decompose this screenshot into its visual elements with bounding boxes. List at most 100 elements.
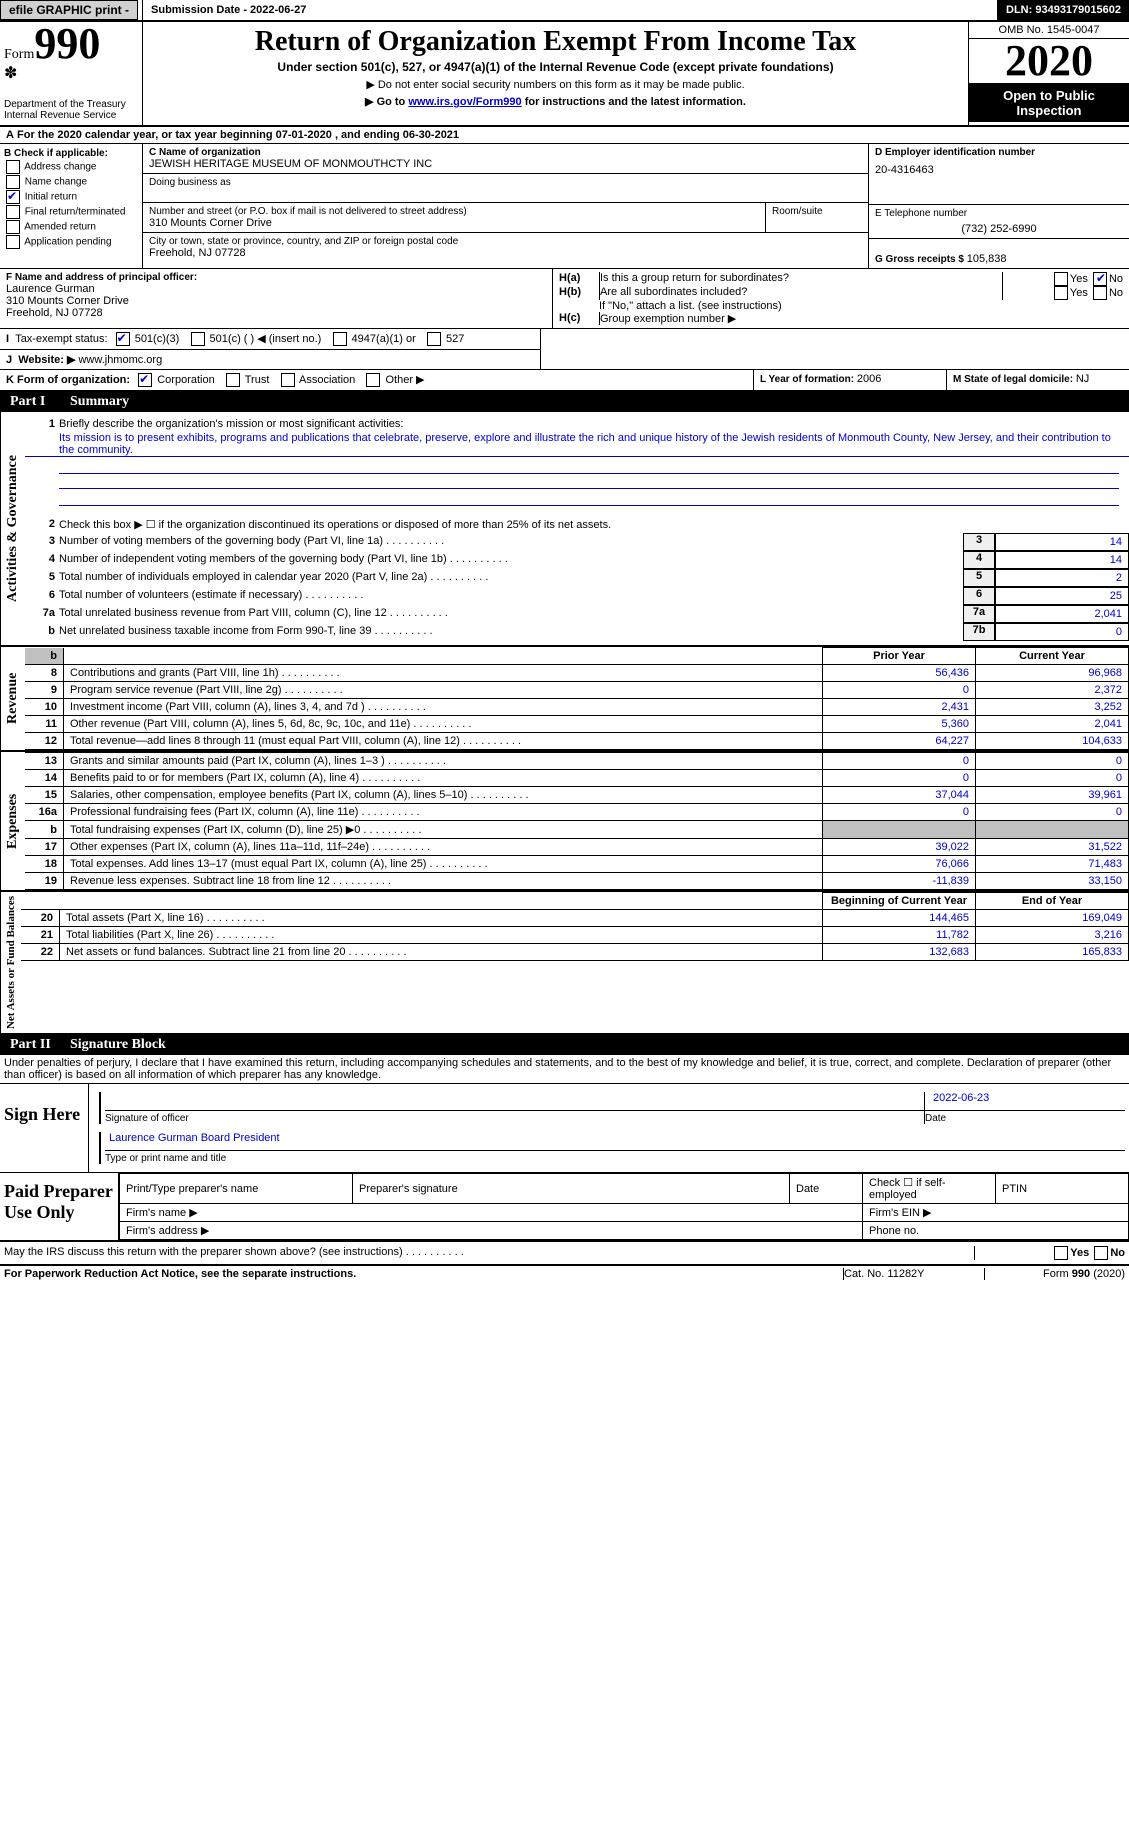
fin-desc: Total liabilities (Part X, line 26) [60,927,823,944]
current-year-val: 169,049 [976,910,1129,927]
prior-year-val: 5,360 [823,716,976,733]
gross-receipts: 105,838 [967,253,1007,265]
fin-desc: Net assets or fund balances. Subtract li… [60,944,823,961]
self-employed-label: Check ☐ if self-employed [863,1174,996,1204]
L-label: L Year of formation: [760,374,857,385]
firm-ein-label: Firm's EIN ▶ [863,1204,1129,1222]
street-address: 310 Mounts Corner Drive [149,217,759,229]
department: Department of the Treasury Internal Reve… [4,99,138,121]
Ha-no-checkbox[interactable] [1093,272,1107,286]
officer-name-title: Laurence Gurman Board President [105,1132,1125,1151]
current-year-val: 96,968 [976,665,1129,682]
gov-row-desc: Total number of volunteers (estimate if … [59,587,963,605]
gov-row-desc: Number of independent voting members of … [59,551,963,569]
date-label: Date [925,1113,1125,1124]
H-note: If "No," attach a list. (see instruction… [559,300,1123,312]
form-number: 990 [34,19,100,68]
prep-date-label: Date [790,1174,863,1204]
expenses-label: Expenses [0,752,25,890]
irs-link[interactable]: www.irs.gov/Form990 [408,96,521,108]
dba-label: Doing business as [149,177,862,188]
K-checkbox[interactable] [366,373,380,387]
gov-row-box: 5 [963,569,995,587]
org-name: JEWISH HERITAGE MUSEUM OF MONMOUTHCTY IN… [149,158,862,170]
B-option[interactable]: Initial return [4,190,138,204]
C-name-label: C Name of organization [149,147,862,158]
gov-row-desc: Number of voting members of the governin… [59,533,963,551]
telephone: (732) 252-6990 [875,223,1123,235]
prior-year-val: 37,044 [823,787,976,804]
K-checkbox[interactable] [281,373,295,387]
current-year-hdr: Current Year [976,648,1129,665]
expenses-section: Expenses 13Grants and similar amounts pa… [0,752,1129,892]
block-KLM: K Form of organization: Corporation Trus… [0,370,1129,392]
ptin-label: PTIN [996,1174,1129,1204]
M-label: M State of legal domicile: [953,374,1076,385]
gov-row-box: 7a [963,605,995,623]
begin-year-hdr: Beginning of Current Year [823,893,976,910]
I-checkbox[interactable] [191,332,205,346]
governance-section: Activities & Governance 1Briefly describ… [0,412,1129,647]
current-year-val: 2,372 [976,682,1129,699]
year-formation: 2006 [857,373,881,385]
discuss-no-checkbox[interactable] [1094,1246,1108,1260]
prior-year-val: 39,022 [823,839,976,856]
Hc-text: Group exemption number ▶ [600,312,1123,325]
B-option[interactable]: Address change [4,160,138,174]
Hb-text: Are all subordinates included? [600,286,1003,300]
efile-print-button[interactable]: efile GRAPHIC print - [0,0,138,20]
fin-desc: Other revenue (Part VIII, column (A), li… [64,716,823,733]
dln: DLN: 93493179015602 [998,0,1129,20]
netassets-section: Net Assets or Fund Balances Beginning of… [0,892,1129,1035]
fin-desc: Contributions and grants (Part VIII, lin… [64,665,823,682]
fin-desc: Benefits paid to or for members (Part IX… [64,770,823,787]
B-option[interactable]: Final return/terminated [4,205,138,219]
form-footer: Form 990 (2020) [985,1268,1125,1280]
footer: For Paperwork Reduction Act Notice, see … [0,1266,1129,1282]
end-year-hdr: End of Year [976,893,1129,910]
block-B: B Check if applicable: Address change Na… [0,144,143,268]
block-BCDEFG: B Check if applicable: Address change Na… [0,144,1129,269]
K-label: K Form of organization: [6,374,130,386]
K-checkbox[interactable] [138,373,152,387]
mission-text: Its mission is to present exhibits, prog… [25,432,1129,457]
Ha-yes-checkbox[interactable] [1054,272,1068,286]
prior-year-val: 0 [823,682,976,699]
gov-row-val: 25 [995,587,1129,605]
form-title: Return of Organization Exempt From Incom… [147,26,964,58]
B-option[interactable]: Name change [4,175,138,189]
sig-officer-label: Signature of officer [105,1113,924,1124]
block-IJ: I Tax-exempt status: 501(c)(3) 501(c) ( … [0,329,1129,370]
I-checkbox[interactable] [116,332,130,346]
prior-year-val: 132,683 [823,944,976,961]
gov-row-box: 6 [963,587,995,605]
I-checkbox[interactable] [333,332,347,346]
discuss-yes-checkbox[interactable] [1054,1246,1068,1260]
officer-addr: 310 Mounts Corner Drive [6,295,546,307]
Hb-no-checkbox[interactable] [1093,286,1107,300]
current-year-val: 31,522 [976,839,1129,856]
K-checkbox[interactable] [226,373,240,387]
paid-preparer-label: Paid Preparer Use Only [0,1173,119,1240]
tax-year: 2020 [969,39,1129,84]
paperwork-notice: For Paperwork Reduction Act Notice, see … [4,1268,844,1280]
submission-date: Submission Date - 2022-06-27 [142,0,998,20]
prior-year-val: -11,839 [823,873,976,890]
gov-row-box: 7b [963,623,995,641]
B-option[interactable]: Application pending [4,235,138,249]
B-option[interactable]: Amended return [4,220,138,234]
room-label: Room/suite [772,206,862,217]
netassets-label: Net Assets or Fund Balances [0,892,21,1033]
prior-year-val: 2,431 [823,699,976,716]
Hb-yes-checkbox[interactable] [1054,286,1068,300]
prior-year-val: 0 [823,804,976,821]
prep-name-label: Print/Type preparer's name [120,1174,353,1204]
fin-desc: Professional fundraising fees (Part IX, … [64,804,823,821]
gov-row-val: 14 [995,533,1129,551]
prior-year-val: 11,782 [823,927,976,944]
addr-label: Number and street (or P.O. box if mail i… [149,206,759,217]
B-title: B Check if applicable: [4,148,138,159]
current-year-val: 0 [976,804,1129,821]
name-title-label: Type or print name and title [105,1153,1125,1164]
I-checkbox[interactable] [427,332,441,346]
